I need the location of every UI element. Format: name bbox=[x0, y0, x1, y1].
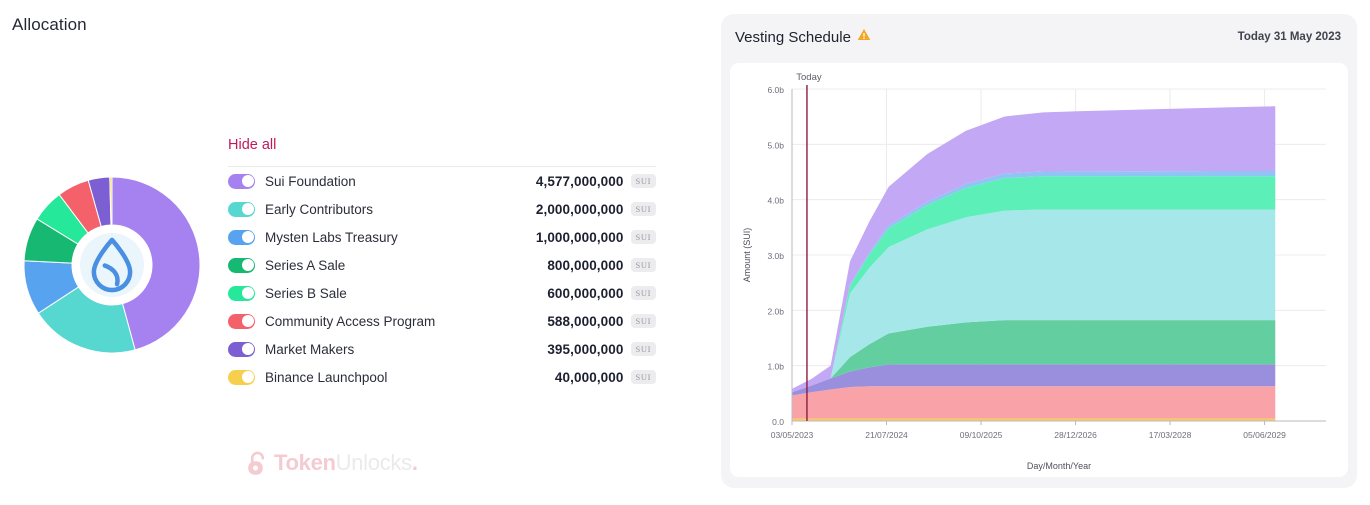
toggle-knob bbox=[241, 231, 254, 243]
y-axis-tick-label: 2.0b bbox=[767, 306, 784, 316]
x-axis-tick-label: 05/06/2029 bbox=[1243, 430, 1286, 440]
legend-item-value: 40,000,000 bbox=[554, 369, 624, 385]
x-axis-tick-label: 17/03/2028 bbox=[1149, 430, 1192, 440]
watermark-light-text: Unlocks bbox=[335, 450, 412, 475]
toggle-knob bbox=[241, 203, 254, 215]
legend-row[interactable]: Binance Launchpool 40,000,000 SUI bbox=[228, 363, 656, 391]
legend-row-list: Sui Foundation 4,577,000,000 SUI Early Cont… bbox=[228, 167, 656, 391]
vesting-card-header: Vesting Schedule Today 31 May 2023 bbox=[721, 14, 1357, 46]
sui-unit-badge: SUI bbox=[630, 229, 656, 245]
legend-item-value: 4,577,000,000 bbox=[535, 173, 624, 189]
x-axis-tick-label: 21/07/2024 bbox=[865, 430, 908, 440]
area-series[interactable] bbox=[792, 386, 1276, 419]
legend-item-value: 800,000,000 bbox=[547, 257, 624, 273]
toggle-knob bbox=[241, 259, 254, 271]
allocation-legend: Hide all Sui Foundation 4,577,000,000 SUI E… bbox=[228, 136, 656, 391]
legend-row[interactable]: Mysten Labs Treasury 1,000,000,000 SUI bbox=[228, 223, 656, 251]
legend-toggle[interactable] bbox=[228, 341, 255, 357]
today-marker-label: Today bbox=[796, 72, 822, 83]
donut-segment[interactable] bbox=[109, 176, 113, 226]
vesting-schedule-card: Vesting Schedule Today 31 May 2023 0.0 1.… bbox=[721, 14, 1357, 488]
legend-item-label: Early Contributors bbox=[265, 201, 374, 217]
today-date-label: Today 31 May 2023 bbox=[1237, 31, 1341, 43]
toggle-knob bbox=[241, 371, 254, 383]
tokenunlocks-watermark: TokenUnlocks. bbox=[247, 450, 418, 476]
legend-row[interactable]: Early Contributors 2,000,000,000 SUI bbox=[228, 195, 656, 223]
vesting-plot-area[interactable]: 0.0 1.0b 2.0b 3.0b 4.0b 5.0b 6.0b 03/05/2023 21/… bbox=[730, 63, 1348, 477]
legend-row[interactable]: Series B Sale 600,000,000 SUI bbox=[228, 279, 656, 307]
sui-unit-badge: SUI bbox=[630, 201, 656, 217]
y-axis-title: Amount (SUI) bbox=[742, 228, 752, 283]
sui-unit-badge: SUI bbox=[630, 313, 656, 329]
toggle-knob bbox=[241, 343, 254, 355]
vesting-card-title: Vesting Schedule bbox=[735, 28, 851, 46]
y-axis-tick-label: 4.0b bbox=[767, 196, 784, 206]
donut-segment[interactable] bbox=[111, 176, 201, 351]
area-series[interactable] bbox=[792, 320, 1276, 393]
legend-toggle[interactable] bbox=[228, 173, 255, 189]
legend-item-label: Market Makers bbox=[265, 341, 355, 357]
area-series[interactable] bbox=[792, 106, 1276, 393]
legend-item-label: Binance Launchpool bbox=[265, 369, 388, 385]
sui-unit-badge: SUI bbox=[630, 173, 656, 189]
area-series[interactable] bbox=[792, 418, 1276, 421]
sui-unit-badge: SUI bbox=[630, 341, 656, 357]
toggle-knob bbox=[241, 315, 254, 327]
watermark-bold-text: Token bbox=[274, 450, 336, 475]
legend-item-value: 1,000,000,000 bbox=[535, 229, 624, 245]
legend-item-value: 600,000,000 bbox=[547, 285, 624, 301]
y-axis-tick-label: 6.0b bbox=[767, 85, 784, 95]
legend-item-label: Mysten Labs Treasury bbox=[265, 229, 398, 245]
y-axis-tick-label: 5.0b bbox=[767, 140, 784, 150]
sui-drop-icon bbox=[80, 233, 144, 297]
toggle-knob bbox=[241, 175, 254, 187]
legend-row[interactable]: Community Access Program 588,000,000 SUI bbox=[228, 307, 656, 335]
watermark-dot: . bbox=[411, 450, 418, 475]
legend-item-label: Series A Sale bbox=[265, 257, 346, 273]
sui-unit-badge: SUI bbox=[630, 285, 656, 301]
x-axis-title: Day/Month/Year bbox=[1027, 461, 1091, 471]
legend-item-value: 2,000,000,000 bbox=[535, 201, 624, 217]
area-series[interactable] bbox=[792, 209, 1276, 393]
legend-row[interactable]: Sui Foundation 4,577,000,000 SUI bbox=[228, 167, 656, 195]
page-title: Allocation bbox=[12, 15, 87, 34]
legend-item-value: 588,000,000 bbox=[547, 313, 624, 329]
legend-toggle[interactable] bbox=[228, 285, 255, 301]
x-axis-tick-label: 09/10/2025 bbox=[960, 430, 1003, 440]
allocation-donut-chart[interactable] bbox=[22, 175, 202, 355]
x-axis-tick-label: 03/05/2023 bbox=[771, 430, 814, 440]
legend-row[interactable]: Market Makers 395,000,000 SUI bbox=[228, 335, 656, 363]
hide-all-link[interactable]: Hide all bbox=[228, 137, 277, 153]
lock-icon bbox=[248, 451, 265, 475]
area-series[interactable] bbox=[792, 176, 1276, 393]
legend-row[interactable]: Series A Sale 800,000,000 SUI bbox=[228, 251, 656, 279]
y-axis-tick-label: 3.0b bbox=[767, 251, 784, 261]
legend-toggle[interactable] bbox=[228, 229, 255, 245]
toggle-knob bbox=[241, 287, 254, 299]
sui-unit-badge: SUI bbox=[630, 257, 656, 273]
x-axis-tick-label: 28/12/2026 bbox=[1054, 430, 1097, 440]
donut-svg bbox=[23, 176, 201, 354]
legend-toggle[interactable] bbox=[228, 201, 255, 217]
warning-triangle-icon[interactable] bbox=[857, 28, 871, 46]
legend-item-label: Community Access Program bbox=[265, 313, 436, 329]
y-axis-tick-label: 1.0b bbox=[767, 362, 784, 372]
donut-segment[interactable] bbox=[37, 286, 136, 354]
legend-item-label: Sui Foundation bbox=[265, 173, 356, 189]
y-axis-tick-label: 0.0 bbox=[772, 417, 784, 427]
legend-toggle[interactable] bbox=[228, 313, 255, 329]
area-series[interactable] bbox=[792, 364, 1276, 396]
legend-toggle[interactable] bbox=[228, 369, 255, 385]
legend-divider bbox=[228, 166, 656, 167]
legend-item-value: 395,000,000 bbox=[547, 341, 624, 357]
legend-toggle[interactable] bbox=[228, 257, 255, 273]
sui-unit-badge: SUI bbox=[630, 369, 656, 385]
donut-center-hub bbox=[75, 228, 149, 302]
legend-item-label: Series B Sale bbox=[265, 285, 347, 301]
vesting-chart-svg: 0.0 1.0b 2.0b 3.0b 4.0b 5.0b 6.0b 03/05/2023 21/… bbox=[742, 72, 1326, 471]
